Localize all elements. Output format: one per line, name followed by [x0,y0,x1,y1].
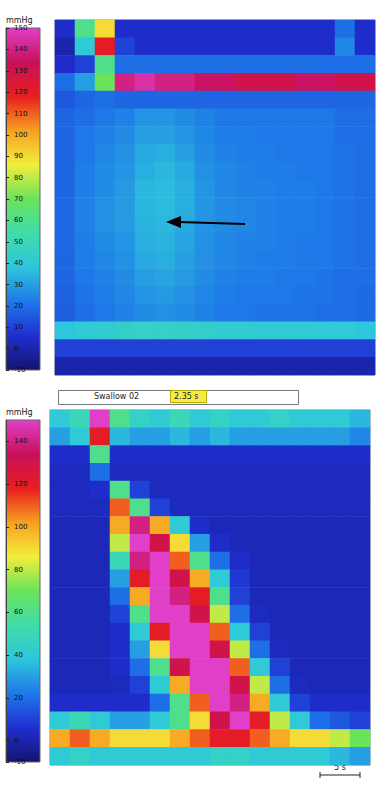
svg-text:140: 140 [14,437,27,445]
svg-text:120: 120 [14,88,27,96]
svg-text:20: 20 [14,302,23,310]
svg-text:50: 50 [14,238,23,246]
svg-text:Swallow 02: Swallow 02 [94,392,139,401]
svg-text:60: 60 [14,216,23,224]
svg-text:150: 150 [14,24,27,32]
svg-text:110: 110 [14,110,27,118]
svg-text:10: 10 [14,323,23,331]
svg-text:60: 60 [14,608,23,616]
svg-text:130: 130 [14,67,27,75]
svg-text:0: 0 [14,345,18,353]
svg-text:120: 120 [14,480,27,488]
svg-text:mmHg: mmHg [6,408,33,417]
svg-text:-10: -10 [14,758,25,766]
svg-text:20: 20 [14,694,23,702]
svg-text:2.35 s: 2.35 s [174,392,199,401]
svg-text:100: 100 [14,131,27,139]
svg-text:70: 70 [14,195,23,203]
svg-text:5 s: 5 s [334,762,346,772]
svg-text:30: 30 [14,281,23,289]
svg-text:80: 80 [14,566,23,574]
svg-text:80: 80 [14,174,23,182]
svg-text:-10: -10 [14,366,25,374]
svg-text:90: 90 [14,152,23,160]
svg-text:140: 140 [14,45,27,53]
svg-text:100: 100 [14,523,27,531]
svg-text:0: 0 [14,737,18,745]
svg-text:mmHg: mmHg [6,15,33,25]
svg-text:40: 40 [14,259,23,267]
svg-text:40: 40 [14,651,23,659]
